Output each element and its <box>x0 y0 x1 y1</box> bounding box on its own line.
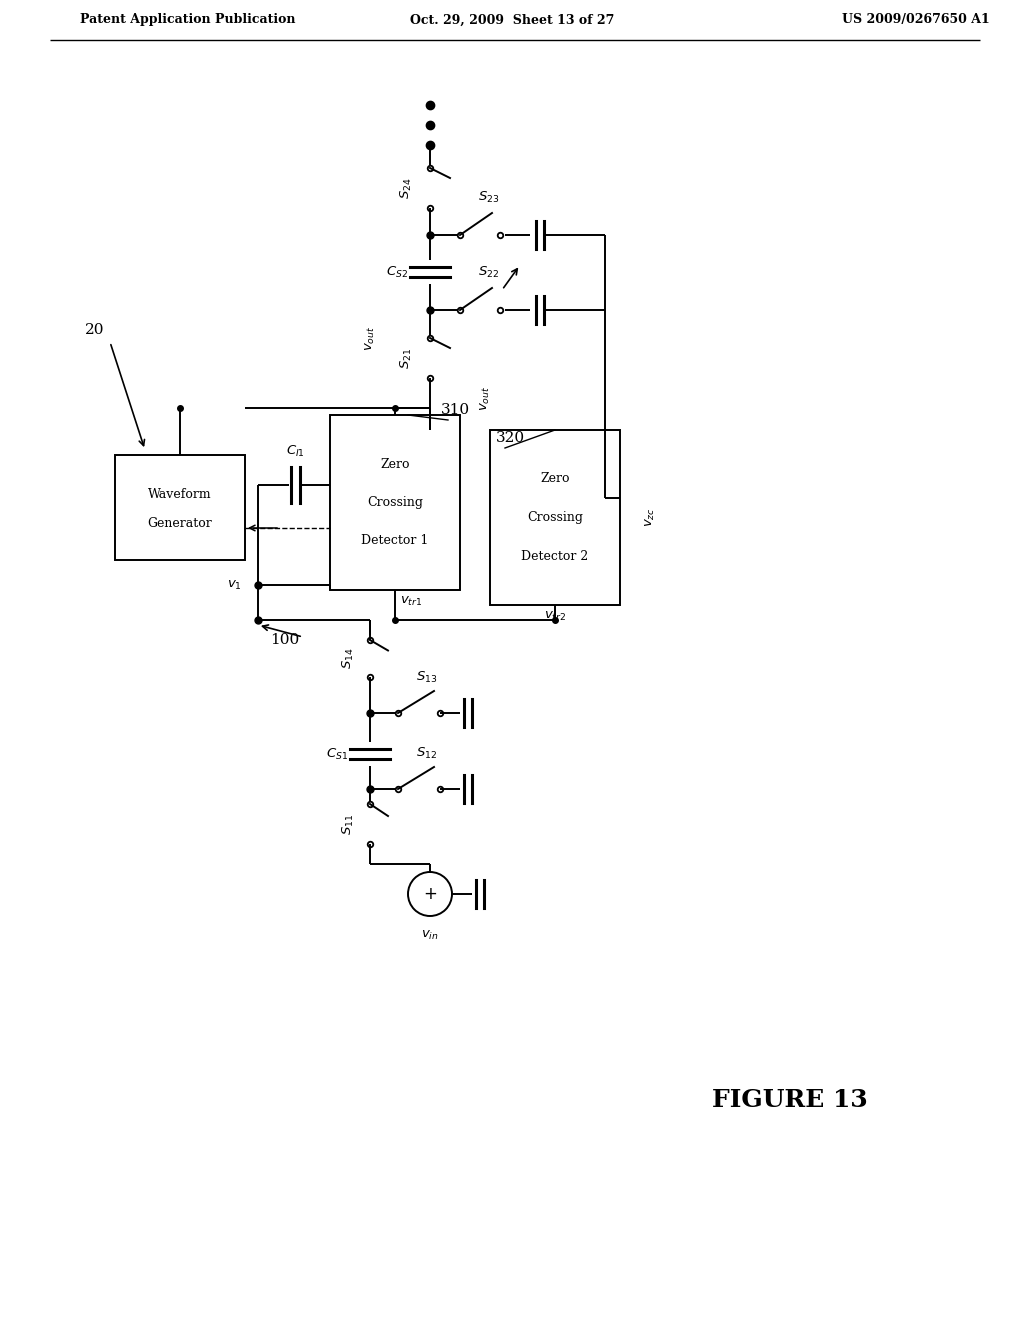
Text: $v_{out}$: $v_{out}$ <box>364 325 377 351</box>
Text: US 2009/0267650 A1: US 2009/0267650 A1 <box>843 13 990 26</box>
Text: 100: 100 <box>270 634 300 647</box>
Text: Detector 1: Detector 1 <box>361 535 429 548</box>
Text: $C_{S2}$: $C_{S2}$ <box>386 264 408 280</box>
Text: $S_{21}$: $S_{21}$ <box>399 347 414 368</box>
Text: $S_{11}$: $S_{11}$ <box>341 813 356 834</box>
Text: Crossing: Crossing <box>527 511 583 524</box>
Bar <box>330 414 460 590</box>
Text: $S_{24}$: $S_{24}$ <box>399 177 414 199</box>
Text: $v_{in}$: $v_{in}$ <box>421 929 439 942</box>
Bar <box>490 430 620 605</box>
Text: Zero: Zero <box>541 473 569 486</box>
Text: Generator: Generator <box>147 516 212 529</box>
Text: 320: 320 <box>496 432 524 445</box>
Text: $S_{22}$: $S_{22}$ <box>478 265 500 280</box>
Text: FIGURE 13: FIGURE 13 <box>712 1088 868 1111</box>
Text: $C_{S1}$: $C_{S1}$ <box>326 746 348 762</box>
Text: $v_{tr2}$: $v_{tr2}$ <box>544 610 566 623</box>
Text: $S_{14}$: $S_{14}$ <box>341 648 356 669</box>
Text: 20: 20 <box>85 323 104 337</box>
Text: $S_{13}$: $S_{13}$ <box>416 671 437 685</box>
Text: $v_{zc}$: $v_{zc}$ <box>643 508 656 527</box>
Text: $S_{12}$: $S_{12}$ <box>416 746 437 762</box>
Text: $C_{I1}$: $C_{I1}$ <box>286 444 304 459</box>
Text: $S_{23}$: $S_{23}$ <box>478 190 500 205</box>
Text: Detector 2: Detector 2 <box>521 549 589 562</box>
Text: Zero: Zero <box>380 458 410 470</box>
Text: Crossing: Crossing <box>367 496 423 510</box>
Text: $v_{out}$: $v_{out}$ <box>478 385 492 411</box>
Text: $v_{tr1}$: $v_{tr1}$ <box>400 595 422 609</box>
Text: +: + <box>423 884 437 903</box>
Text: Patent Application Publication: Patent Application Publication <box>80 13 296 26</box>
Text: Waveform: Waveform <box>148 488 212 502</box>
Text: Oct. 29, 2009  Sheet 13 of 27: Oct. 29, 2009 Sheet 13 of 27 <box>410 13 614 26</box>
Text: $v_1$: $v_1$ <box>227 578 242 591</box>
Bar <box>115 455 245 560</box>
Text: 310: 310 <box>440 403 470 417</box>
